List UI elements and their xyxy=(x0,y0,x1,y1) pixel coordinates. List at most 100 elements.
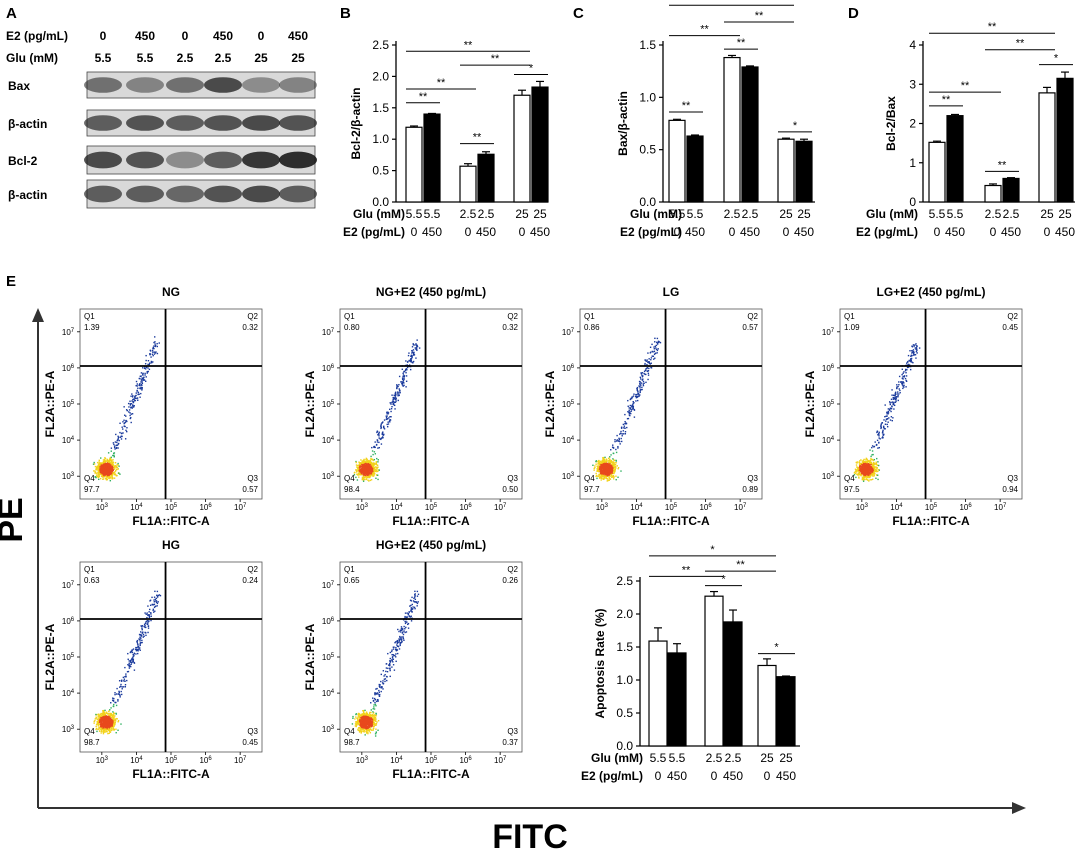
flow-dot xyxy=(608,457,610,459)
flow-dot xyxy=(100,721,103,724)
flow-dot xyxy=(110,718,113,721)
flow-dot xyxy=(113,443,115,446)
flow-dot xyxy=(889,403,892,406)
blot-band xyxy=(126,77,164,93)
e2-group-value: 0 xyxy=(465,225,472,239)
flow-dot xyxy=(131,658,133,660)
glu-group-value: 2.5 xyxy=(742,207,759,221)
flow-dot xyxy=(99,718,101,721)
flow-dot xyxy=(413,354,416,356)
x-tick-label: 105 xyxy=(925,503,938,512)
flow-dot xyxy=(615,462,617,464)
flow-dot xyxy=(853,474,856,476)
flow-dot xyxy=(120,723,122,725)
flow-dot xyxy=(627,411,629,413)
blot-band xyxy=(84,151,122,169)
flow-plot: LG+E2 (450 pg/mL)Q11.09Q20.45Q30.94Q497.… xyxy=(803,285,1023,528)
bar xyxy=(946,115,964,203)
flow-dot xyxy=(595,463,597,465)
x-tick-exponent: 7 xyxy=(503,503,507,509)
flow-dot xyxy=(910,355,912,357)
flow-dot xyxy=(97,719,100,722)
flow-dot xyxy=(646,363,648,366)
flow-dot xyxy=(361,468,364,471)
flow-dot xyxy=(376,464,379,467)
flow-dot xyxy=(602,477,605,480)
significance-label: ** xyxy=(755,10,764,22)
flow-dot xyxy=(361,461,363,463)
flow-dot xyxy=(102,710,104,712)
e2-lane-value: 0 xyxy=(100,29,107,43)
flow-dot xyxy=(595,475,597,478)
flow-dot xyxy=(855,464,858,466)
flow-dot xyxy=(369,476,371,479)
flow-dot xyxy=(115,466,117,468)
flow-dot xyxy=(415,357,417,359)
flow-dot xyxy=(371,470,373,473)
flow-dot xyxy=(103,711,106,713)
flow-plot: LGQ10.86Q20.57Q30.89Q497.710310310410410… xyxy=(543,285,763,528)
flow-dot xyxy=(147,627,150,629)
flow-dot xyxy=(141,384,143,387)
blot-band xyxy=(242,77,280,93)
flow-dot xyxy=(148,615,151,618)
flow-dot xyxy=(627,405,629,407)
flow-dot xyxy=(912,352,915,355)
flow-dot xyxy=(112,726,114,729)
flow-dot xyxy=(115,704,118,707)
flow-plot: NGQ11.39Q20.32Q30.57Q497.710310310410410… xyxy=(43,285,263,528)
flow-dot xyxy=(367,471,370,474)
flow-dot xyxy=(894,393,897,396)
flow-dot xyxy=(362,462,365,464)
flow-dot xyxy=(610,460,613,462)
flow-dot xyxy=(642,378,644,380)
flow-dot xyxy=(863,466,865,469)
flow-dot xyxy=(598,474,600,476)
glu-lane-value: 5.5 xyxy=(95,51,112,65)
quadrant-name-q3: Q3 xyxy=(247,727,258,736)
flow-dot xyxy=(116,439,118,442)
blot-band xyxy=(242,115,280,131)
flow-dot xyxy=(157,601,159,603)
flow-dot xyxy=(406,369,408,371)
bar xyxy=(777,138,795,203)
flow-dot xyxy=(158,342,160,344)
e2-group-value: 450 xyxy=(794,225,814,239)
x-tick-exponent: 4 xyxy=(899,503,903,509)
flow-dot xyxy=(620,426,623,429)
flow-dot xyxy=(646,359,648,361)
flow-dot xyxy=(148,620,150,623)
flow-dot xyxy=(103,714,105,717)
flow-dot xyxy=(402,381,404,383)
flow-dot xyxy=(875,466,877,468)
flow-dot xyxy=(608,462,611,464)
flow-dot xyxy=(98,720,101,722)
flow-dot xyxy=(639,390,641,392)
flow-dot xyxy=(863,462,865,465)
flow-dot xyxy=(128,662,130,665)
quadrant-name-q1: Q1 xyxy=(344,312,355,321)
blot-band xyxy=(279,115,317,131)
flow-dot xyxy=(115,468,118,471)
e2-group-value: 450 xyxy=(740,225,760,239)
flow-dot xyxy=(889,419,892,421)
flow-dot xyxy=(378,446,380,449)
flow-dot xyxy=(361,478,364,481)
flow-dot xyxy=(878,442,880,444)
flow-dot xyxy=(99,730,101,732)
flow-dot xyxy=(108,729,110,732)
flow-dot xyxy=(104,467,107,470)
flow-dot xyxy=(154,341,156,343)
flow-dot xyxy=(93,463,96,465)
flow-dot xyxy=(370,479,373,481)
flow-dot xyxy=(111,477,114,480)
flow-dot xyxy=(398,388,400,390)
flow-dot xyxy=(866,458,868,461)
flow-dot xyxy=(870,470,872,472)
flow-dot xyxy=(866,460,869,462)
glu-group-value: 2.5 xyxy=(460,207,477,221)
flow-dot xyxy=(868,464,871,467)
flow-dot xyxy=(375,470,377,472)
flow-dot xyxy=(599,477,601,479)
